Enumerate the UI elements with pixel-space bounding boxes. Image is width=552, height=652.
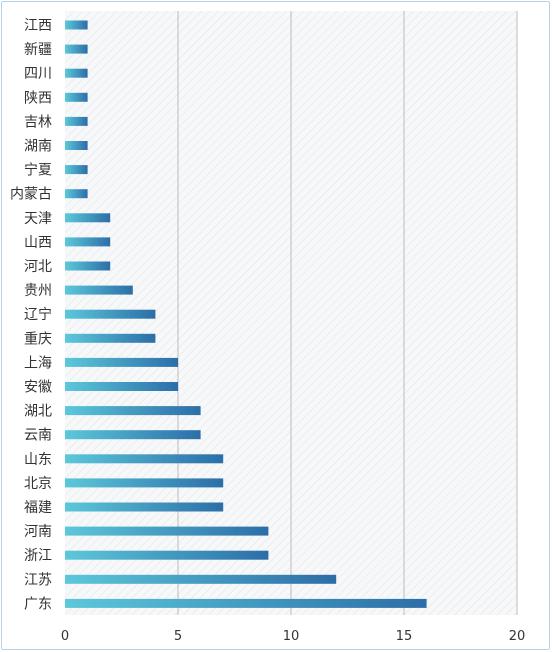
y-tick-label: 重庆 (24, 331, 52, 347)
grid-lines (177, 11, 518, 615)
bar (65, 333, 156, 343)
y-tick-label: 河南 (24, 524, 52, 540)
bar (65, 141, 88, 150)
bars (65, 20, 427, 608)
bar (65, 213, 111, 223)
bar (65, 357, 178, 367)
bar (65, 92, 88, 102)
y-tick-label: 吉林 (24, 114, 52, 130)
y-tick-label: 内蒙古 (10, 187, 52, 203)
bar (65, 68, 88, 78)
bar (65, 550, 269, 560)
bar (65, 285, 133, 295)
y-tick-label: 湖北 (24, 404, 52, 420)
bar (65, 574, 337, 584)
bar (65, 454, 224, 464)
bar (65, 598, 427, 608)
y-tick-label: 新疆 (24, 42, 52, 58)
bar (65, 237, 111, 247)
bar (65, 478, 224, 488)
x-axis-labels: 0 5 10 15 20 (61, 629, 525, 644)
bar (65, 189, 88, 199)
y-tick-label: 湖南 (24, 139, 52, 155)
x-tick-label: 15 (396, 629, 413, 644)
bar (65, 44, 88, 54)
bar (65, 382, 178, 391)
y-tick-label: 河北 (24, 259, 52, 275)
bar (65, 20, 88, 30)
bar (65, 526, 269, 536)
x-tick-label: 10 (283, 629, 300, 644)
y-tick-label: 辽宁 (24, 306, 52, 323)
bar (65, 502, 224, 512)
y-tick-label: 北京 (24, 476, 52, 492)
y-tick-label: 天津 (24, 211, 52, 227)
bar (65, 430, 201, 440)
y-tick-label: 山西 (24, 235, 52, 251)
bar (65, 261, 111, 271)
bar (65, 309, 156, 319)
x-tick-label: 0 (61, 629, 69, 644)
y-tick-label: 江西 (24, 18, 52, 34)
y-tick-label: 福建 (24, 500, 52, 516)
y-tick-label: 上海 (24, 355, 52, 371)
bar (65, 165, 88, 175)
y-tick-label: 山东 (24, 452, 52, 468)
y-tick-label: 江苏 (24, 572, 52, 588)
y-tick-label: 浙江 (24, 548, 52, 564)
y-tick-label: 贵州 (24, 283, 52, 299)
y-axis-labels: 江西新疆四川陕西吉林湖南宁夏内蒙古天津山西河北贵州辽宁重庆上海安徽湖北云南山东北… (10, 18, 52, 612)
y-tick-label: 四川 (24, 66, 52, 82)
bar (65, 116, 88, 126)
y-tick-label: 宁夏 (24, 162, 52, 179)
y-tick-label: 云南 (24, 428, 52, 444)
x-tick-label: 20 (509, 629, 526, 644)
bar (65, 406, 201, 416)
x-tick-label: 5 (174, 629, 182, 644)
y-tick-label: 广东 (24, 596, 52, 612)
y-tick-label: 陕西 (24, 90, 52, 106)
y-tick-label: 安徽 (24, 380, 52, 396)
